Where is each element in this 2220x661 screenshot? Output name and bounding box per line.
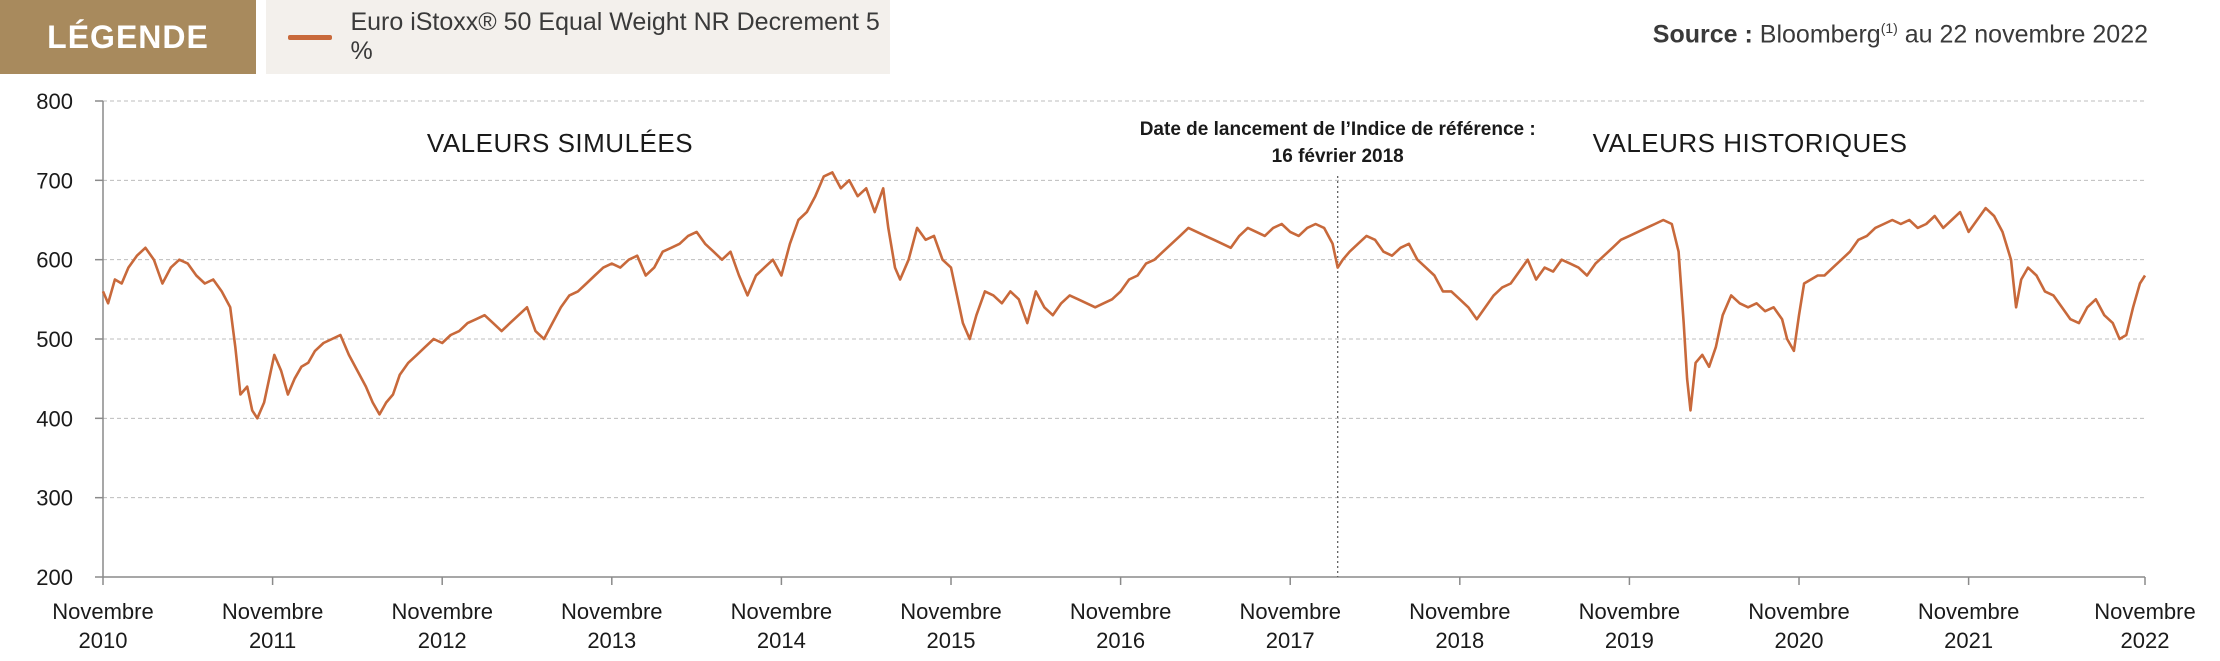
launch-date-label-line1: Date de lancement de l’Indice de référen… [1140, 119, 1536, 140]
legend-series-swatch [288, 34, 333, 40]
x-tick-label-month: Novembre [222, 599, 323, 624]
y-tick-label: 300 [36, 486, 73, 511]
y-tick-label: 600 [36, 248, 73, 273]
x-tick-label-month: Novembre [391, 599, 492, 624]
x-tick-label-month: Novembre [1579, 599, 1680, 624]
x-axis-ticks: Novembre 2010 Novembre 2011 Novembre 2012 Nove… [52, 577, 2196, 653]
x-tick-label-month: Novembre [1748, 599, 1849, 624]
y-tick-label: 500 [36, 327, 73, 352]
x-tick-label-month: Novembre [1918, 599, 2019, 624]
legend-tag-label: LÉGENDE [47, 18, 209, 55]
source-prefix: Source : [1652, 20, 1753, 49]
y-tick-label: 800 [36, 89, 73, 114]
simulated-values-label: VALEURS SIMULÉES [427, 128, 693, 158]
historical-values-label: VALEURS HISTORIQUES [1593, 128, 1908, 158]
x-tick-label-year: 2021 [1944, 628, 1993, 653]
x-tick-label-month: Novembre [561, 599, 662, 624]
legend-box: Euro iStoxx® 50 Equal Weight NR Decremen… [266, 0, 890, 74]
legend-series-label: Euro iStoxx® 50 Equal Weight NR Decremen… [350, 8, 880, 65]
x-tick-label-year: 2010 [79, 628, 128, 653]
x-tick-label-year: 2013 [587, 628, 636, 653]
x-tick-label-month: Novembre [1239, 599, 1340, 624]
x-tick-label-month: Novembre [2094, 599, 2195, 624]
y-tick-label: 200 [36, 565, 73, 590]
x-tick-label-month: Novembre [731, 599, 832, 624]
x-tick-label-year: 2020 [1775, 628, 1824, 653]
x-tick-label-month: Novembre [1070, 599, 1171, 624]
source-text: Bloomberg [1759, 20, 1881, 49]
legend-tag: LÉGENDE [0, 0, 256, 74]
series-group [101, 171, 2147, 420]
source-note: Source : Bloomberg(1) au 22 novembre 202… [1653, 20, 2148, 49]
series-line [101, 171, 2147, 420]
x-tick-label-month: Novembre [900, 599, 1001, 624]
launch-date-label-line2: 16 février 2018 [1272, 146, 1404, 167]
y-tick-label: 400 [36, 406, 73, 431]
x-tick-label-year: 2017 [1266, 628, 1315, 653]
x-tick-label-year: 2019 [1605, 628, 1654, 653]
x-tick-label-year: 2011 [249, 628, 296, 653]
y-axis-ticks: 200 300 400 500 600 700 800 [36, 89, 103, 590]
x-tick-label-month: Novembre [1409, 599, 1510, 624]
x-tick-label-month: Novembre [52, 599, 153, 624]
x-tick-label-year: 2015 [927, 628, 976, 653]
source-footnote: (1) [1880, 20, 1898, 36]
x-tick-label-year: 2014 [757, 628, 806, 653]
grid-lines [103, 100, 2145, 499]
source-suffix: au 22 novembre 2022 [1897, 20, 2148, 49]
x-tick-label-year: 2022 [2121, 628, 2170, 653]
x-tick-label-year: 2012 [418, 628, 467, 653]
x-tick-label-year: 2018 [1435, 628, 1484, 653]
axes [102, 101, 2145, 578]
y-tick-label: 700 [36, 168, 73, 193]
x-tick-label-year: 2016 [1096, 628, 1145, 653]
